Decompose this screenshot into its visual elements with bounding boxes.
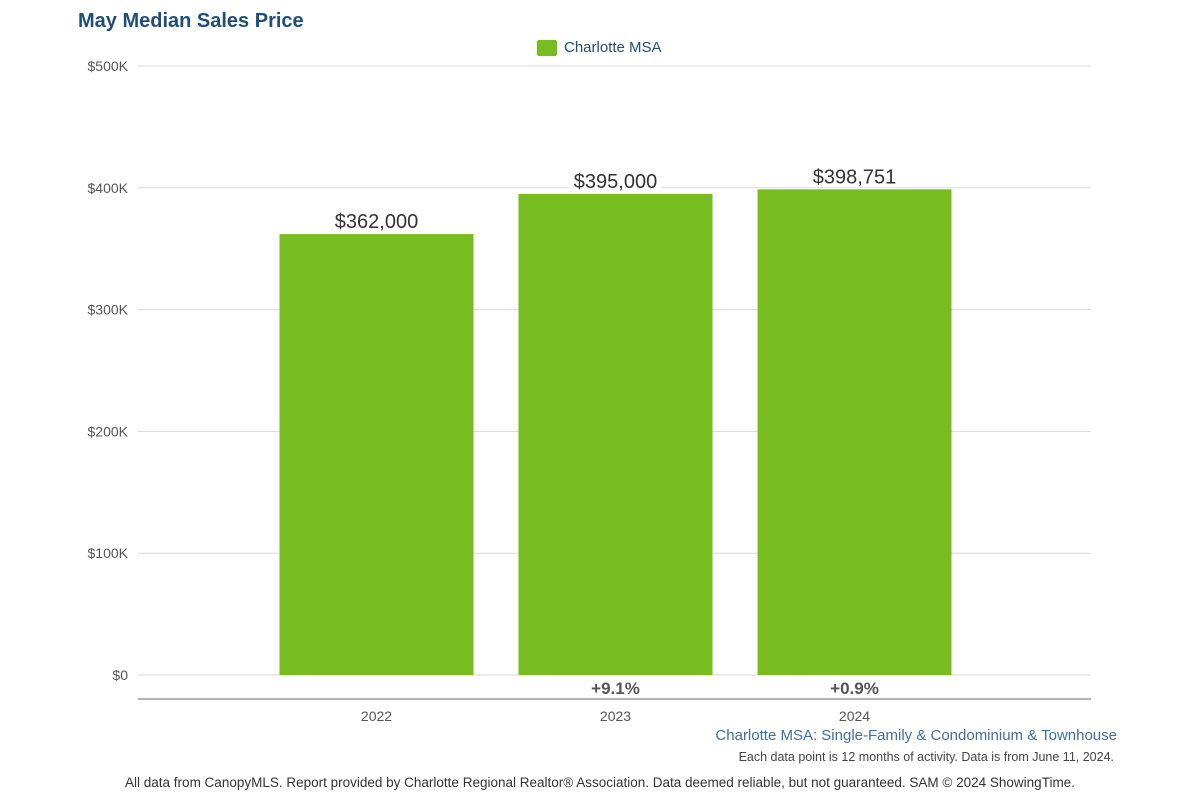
y-tick-label: $500K xyxy=(88,58,129,74)
data-label-bg xyxy=(569,169,662,192)
y-tick-label: $400K xyxy=(88,180,129,196)
change-label: +9.1% xyxy=(591,679,640,698)
legend-swatch xyxy=(537,39,557,56)
data-label-bg xyxy=(808,165,901,188)
data-label: $395,000 xyxy=(574,171,657,193)
x-tick-label: 2023 xyxy=(600,708,631,724)
bar xyxy=(279,234,474,676)
y-tick-label: $300K xyxy=(88,302,129,318)
x-tick-label: 2022 xyxy=(361,708,392,724)
y-tick-label: $200K xyxy=(88,423,129,439)
bar xyxy=(757,189,952,675)
legend: Charlotte MSA xyxy=(537,39,662,56)
y-tick-label: $100K xyxy=(88,545,129,561)
data-label: $362,000 xyxy=(335,211,418,233)
bar xyxy=(518,193,713,675)
y-tick-label: $0 xyxy=(112,667,128,683)
data-label: $398,751 xyxy=(813,166,896,188)
x-tick-label: 2024 xyxy=(839,708,870,724)
chart-subtitle: Charlotte MSA: Single-Family & Condomini… xyxy=(715,727,1117,744)
legend-label: Charlotte MSA xyxy=(564,39,662,56)
footer-disclaimer: All data from CanopyMLS. Report provided… xyxy=(125,775,1075,790)
data-label-bg xyxy=(330,210,423,233)
chart-title: May Median Sales Price xyxy=(78,10,304,32)
change-label: +0.9% xyxy=(830,679,879,698)
data-note: Each data point is 12 months of activity… xyxy=(738,750,1114,764)
